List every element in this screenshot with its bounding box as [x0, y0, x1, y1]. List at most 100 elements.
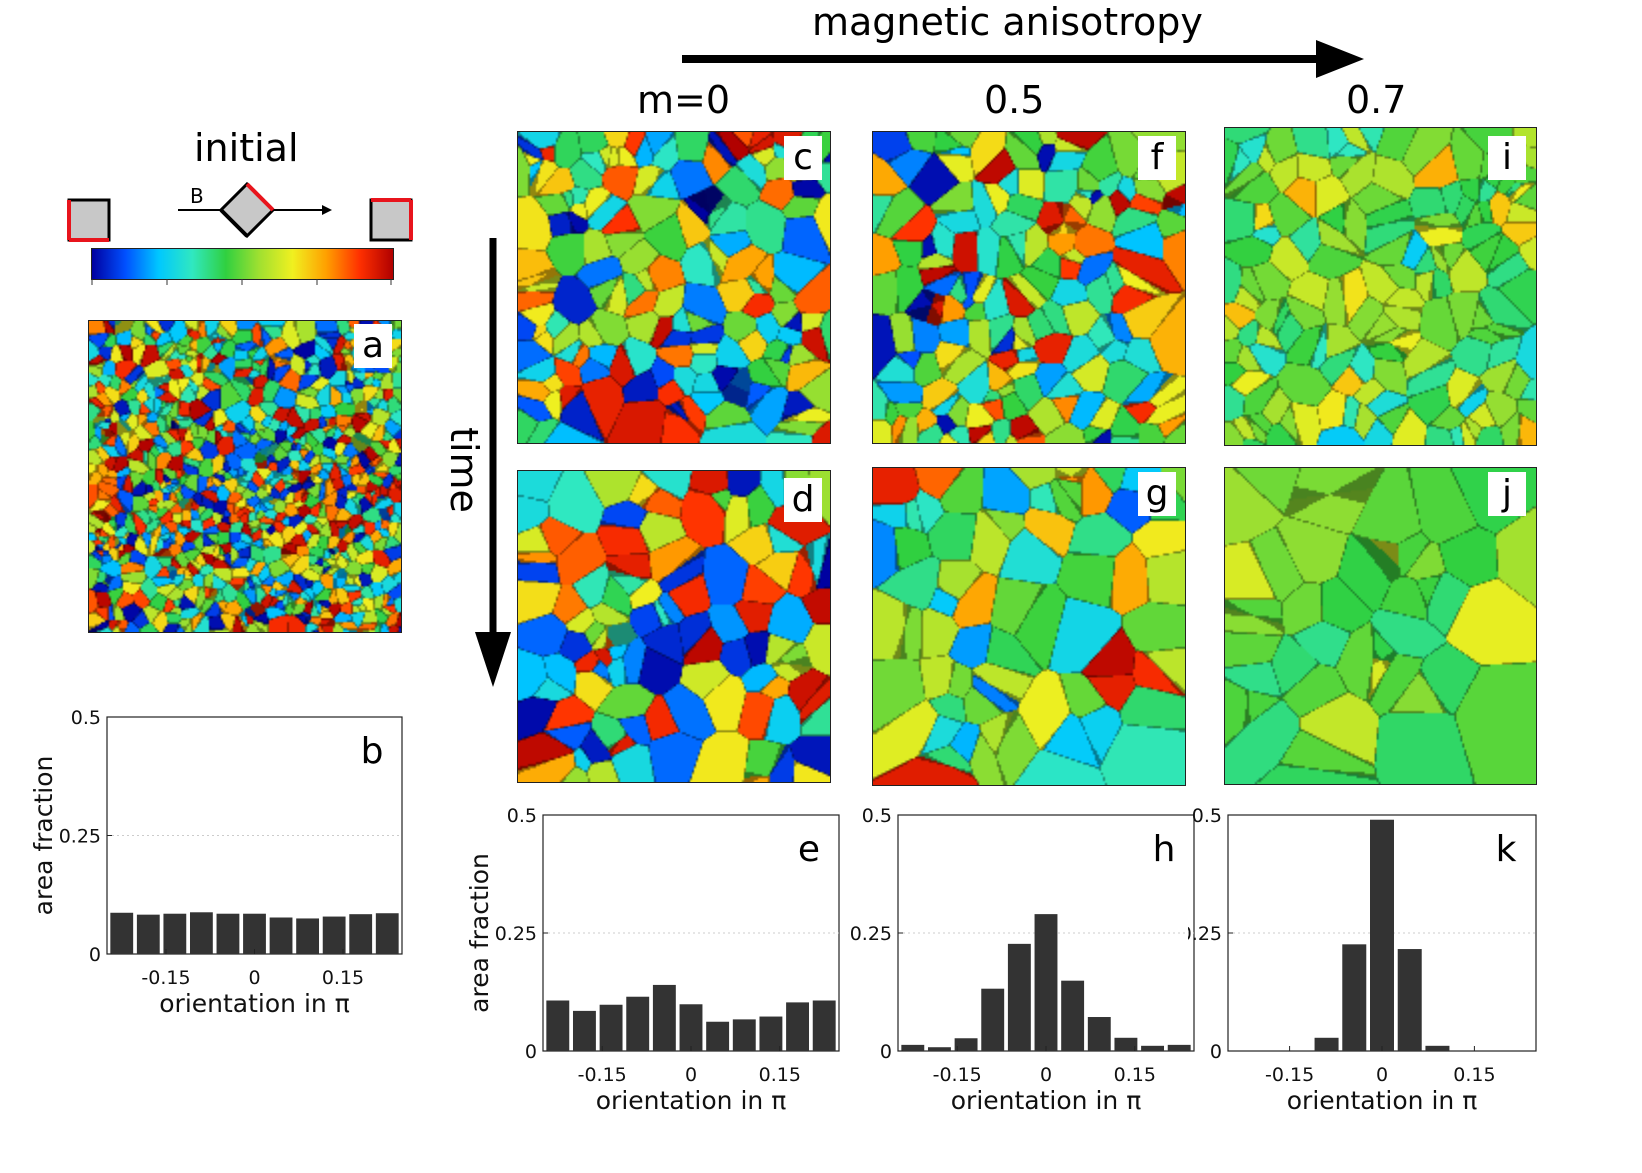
histogram-bar — [927, 1047, 951, 1051]
histogram-bar — [1397, 949, 1422, 1051]
histogram-bar — [1114, 1037, 1138, 1051]
panel-label-e: e — [798, 829, 820, 870]
histogram-bar — [1087, 1017, 1111, 1051]
histogram-bar — [1034, 914, 1058, 1051]
panel-label-j: j — [1488, 472, 1526, 516]
panel-label-d: d — [784, 478, 822, 522]
histogram-bar — [1425, 1045, 1450, 1051]
column-header-m07: 0.7 — [1346, 78, 1407, 122]
histogram-bar — [679, 1004, 703, 1051]
panel-label-f: f — [1138, 136, 1176, 180]
grain-map-i — [1224, 127, 1537, 446]
anisotropy-label: magnetic anisotropy — [812, 0, 1203, 44]
initial-label: initial — [194, 126, 299, 170]
x-axis-label: orientation in π — [159, 989, 350, 1018]
panel-label-c: c — [784, 136, 822, 180]
square-rotated-icon — [218, 181, 276, 239]
field-label: B — [190, 184, 204, 208]
panel-label-b: b — [361, 731, 384, 772]
histogram-bar — [136, 914, 160, 954]
histogram-bar — [626, 996, 650, 1051]
histogram-bar — [296, 918, 320, 954]
histogram-bar — [322, 916, 346, 954]
x-tick-label: -0.15 — [141, 967, 190, 989]
y-tick-label: 0.25 — [1188, 923, 1222, 945]
y-tick-label: 0 — [880, 1041, 892, 1063]
histogram-bar — [1167, 1044, 1191, 1051]
grain-map-f — [872, 131, 1186, 444]
histogram-bar — [375, 913, 399, 954]
y-axis-label: area fraction — [465, 853, 494, 1013]
grain-map-a — [88, 320, 402, 633]
histogram-bar — [1314, 1037, 1339, 1051]
y-tick-label: 0 — [89, 944, 101, 966]
y-tick-label: 0.25 — [59, 826, 101, 848]
orientation-legend — [67, 181, 413, 242]
y-axis-label: area fraction — [29, 756, 58, 916]
histogram-bar — [652, 984, 676, 1051]
y-tick-label: 0.25 — [495, 923, 537, 945]
grain-map-g — [872, 467, 1186, 786]
y-tick-label: 0.5 — [1192, 805, 1222, 827]
histogram-bar — [163, 913, 187, 954]
histogram-bar — [243, 913, 266, 954]
x-tick-label: 0 — [1376, 1064, 1388, 1086]
grain-map-d — [517, 470, 831, 783]
histogram-bar — [1007, 943, 1031, 1051]
histogram-bar — [189, 912, 213, 954]
histogram-bar — [269, 917, 293, 954]
histogram-bar — [981, 988, 1005, 1051]
histogram-bar — [901, 1044, 925, 1051]
anisotropy-arrow — [682, 40, 1364, 78]
histogram-bar — [706, 1021, 730, 1051]
histogram-bar — [110, 912, 134, 954]
histogram-bar — [954, 1038, 978, 1051]
y-tick-label: 0 — [1210, 1041, 1222, 1063]
y-tick-label: 0.25 — [850, 923, 892, 945]
y-tick-label: 0.5 — [507, 805, 537, 827]
x-tick-label: 0.15 — [759, 1064, 801, 1086]
square-right-icon — [369, 198, 413, 242]
histogram-bar — [1342, 944, 1367, 1051]
histogram-bar — [572, 1010, 596, 1051]
column-header-m05: 0.5 — [984, 78, 1045, 122]
time-arrow — [475, 238, 511, 687]
panel-label-i: i — [1488, 136, 1526, 180]
colorbar — [91, 248, 394, 280]
histogram-bar — [759, 1016, 783, 1051]
histogram-bar — [216, 913, 240, 954]
column-header-m0: m=0 — [637, 78, 731, 122]
x-tick-label: -0.15 — [578, 1064, 627, 1086]
x-axis-label: orientation in π — [951, 1086, 1142, 1115]
y-tick-label: 0.5 — [71, 707, 101, 729]
x-tick-label: 0.15 — [1114, 1064, 1156, 1086]
histogram-bar — [1370, 819, 1394, 1051]
x-axis-label: orientation in π — [1287, 1086, 1478, 1115]
histogram-bar — [732, 1019, 756, 1051]
histogram-bar — [1061, 980, 1085, 1051]
grain-map-c — [517, 131, 831, 444]
panel-label-k: k — [1496, 829, 1517, 870]
x-tick-label: 0 — [685, 1064, 697, 1086]
histogram-bar — [812, 1000, 836, 1051]
grain-map-j — [1224, 467, 1537, 785]
histogram-bar — [599, 1004, 623, 1051]
x-tick-label: 0 — [248, 967, 260, 989]
histogram-bar — [546, 1000, 570, 1051]
panel-label-a: a — [354, 324, 392, 368]
histogram-bar — [786, 1002, 810, 1051]
x-tick-label: 0 — [1040, 1064, 1052, 1086]
x-tick-label: -0.15 — [1265, 1064, 1314, 1086]
x-tick-label: 0.15 — [1453, 1064, 1495, 1086]
panel-label-g: g — [1138, 472, 1176, 516]
histogram-bar — [1141, 1045, 1165, 1051]
colorbar-ticks — [91, 279, 392, 285]
x-tick-label: 0.15 — [322, 967, 364, 989]
histogram-bar — [349, 914, 373, 954]
y-tick-label: 0 — [525, 1041, 537, 1063]
panel-label-h: h — [1153, 829, 1176, 870]
